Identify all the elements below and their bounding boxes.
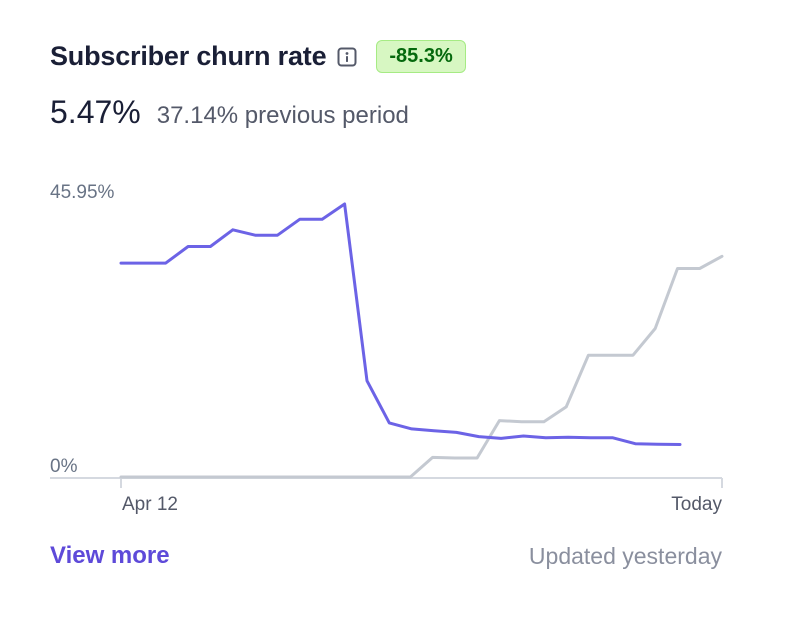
updated-status: Updated yesterday	[528, 543, 722, 569]
x-start-label: Apr 12	[122, 494, 178, 515]
card-title: Subscriber churn rate	[50, 41, 327, 71]
previous-period-text: 37.14% previous period	[156, 102, 409, 129]
x-end-label: Today	[671, 494, 722, 515]
view-more-link[interactable]: View more	[50, 542, 170, 569]
info-icon[interactable]	[336, 46, 358, 68]
card-header: Subscriber churn rate -85.3%	[50, 40, 466, 73]
y-min-label: 0%	[50, 456, 78, 477]
change-badge: -85.3%	[376, 40, 466, 73]
current-period-line	[119, 202, 682, 446]
current-value: 5.47%	[50, 94, 141, 130]
series-layer	[119, 202, 724, 479]
y-max-label: 45.95%	[50, 182, 115, 203]
metric-row: 5.47% 37.14% previous period	[50, 94, 409, 131]
previous-period-line	[119, 254, 724, 479]
